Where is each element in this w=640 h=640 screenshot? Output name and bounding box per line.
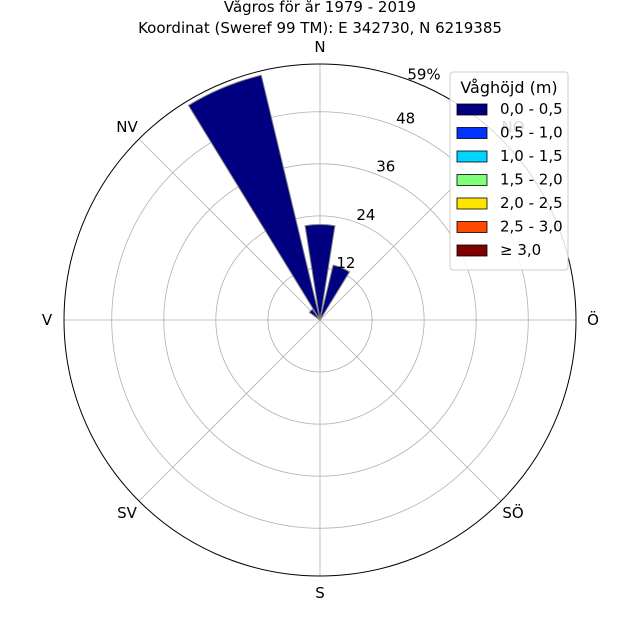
legend-label: 2,0 - 2,5 [500,194,563,212]
legend-swatch [456,221,488,233]
grid-spoke [138,138,321,321]
radial-tick-labels: 12 24 36 48 59% [336,66,440,272]
direction-label: V [42,311,53,329]
legend-label: 1,5 - 2,0 [500,171,563,189]
legend-swatch [456,244,488,257]
wave-bar [319,264,351,321]
wave-bar [308,308,321,321]
grid-spoke [319,319,502,502]
radial-max-label: 59% [407,66,440,84]
radial-tick-label: 24 [356,206,375,224]
legend-label: 1,0 - 1,5 [500,147,563,165]
wave-bar [304,224,336,321]
legend-frame [449,71,569,271]
direction-label: NV [116,118,138,136]
legend-swatch [456,150,488,163]
wave-bar [187,74,321,321]
outer-circle [63,63,577,577]
legend-swatch [456,197,488,210]
direction-label: Ö [587,310,599,329]
legend: Våghöjd (m) 0,0 - 0,5 0,5 - 1,0 1,0 - 1,5 1… [449,71,569,271]
legend-title: Våghöjd (m) [460,78,557,97]
direction-label: SÖ [502,503,523,522]
chart-subtitle: Koordinat (Sweref 99 TM): E 342730, N 62… [138,19,502,37]
grid-spoke [138,319,321,502]
legend-swatch [456,127,488,139]
wave-bars [187,74,351,321]
radial-tick-label: 48 [396,110,415,128]
legend-swatch [456,174,488,186]
chart-title: Vågros för år 1979 - 2019 [224,0,416,16]
radial-tick-label: 36 [376,158,395,176]
legend-label: 2,5 - 3,0 [500,218,563,236]
radial-tick-label: 12 [336,254,355,272]
legend-swatch [456,103,488,116]
legend-label: ≥ 3,0 [500,241,541,259]
direction-label: S [315,584,325,602]
direction-label: N [314,38,325,56]
legend-label: 0,5 - 1,0 [500,124,563,142]
direction-label: SV [117,504,138,522]
legend-label: 0,0 - 0,5 [500,100,563,118]
